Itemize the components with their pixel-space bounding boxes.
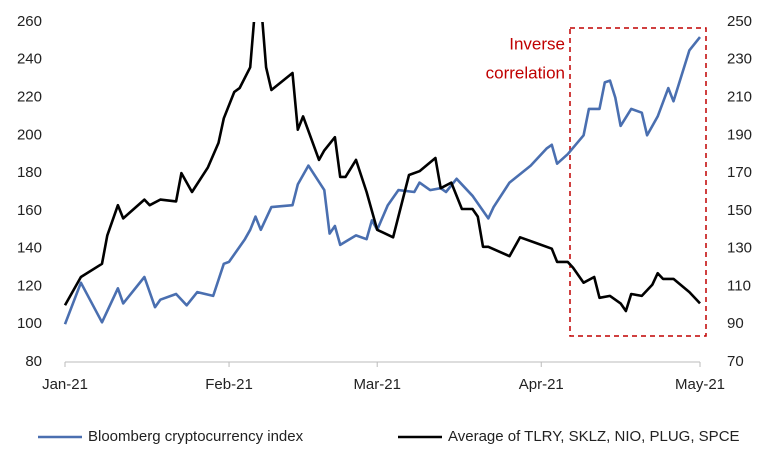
annotation: correlation — [486, 63, 565, 82]
series-line — [63, 22, 701, 313]
x-tick-label: Mar-21 — [353, 376, 401, 393]
y2-tick-label: 110 — [727, 277, 751, 294]
y-tick-label: 100 — [17, 315, 42, 332]
y2-tick-label: 170 — [727, 164, 752, 181]
y-tick-label: 260 — [17, 13, 42, 30]
y-tick-label: 80 — [25, 353, 42, 370]
legend-label: Average of TLRY, SKLZ, NIO, PLUG, SPCE — [448, 428, 740, 445]
y-tick-label: 240 — [17, 51, 42, 68]
y-tick-label: 200 — [17, 126, 42, 143]
y2-tick-label: 230 — [727, 51, 752, 68]
y-tick-label: 140 — [17, 240, 42, 257]
y2-tick-label: 90 — [727, 315, 744, 332]
series-line — [63, 36, 702, 325]
x-tick-label: Jan-21 — [42, 376, 88, 393]
plot-area — [63, 22, 702, 325]
x-tick-label: May-21 — [675, 376, 725, 393]
y-tick-label: 160 — [17, 202, 42, 219]
y2-tick-label: 250 — [727, 13, 752, 30]
y2-tick-label: 210 — [727, 89, 752, 106]
x-tick-label: Feb-21 — [205, 376, 253, 393]
y2-tick-label: 190 — [727, 126, 752, 143]
y-tick-label: 180 — [17, 164, 42, 181]
annotation: Inverse — [509, 34, 565, 53]
x-tick-label: Apr-21 — [519, 376, 564, 393]
highlight-box — [569, 27, 707, 337]
y2-tick-label: 70 — [727, 353, 744, 370]
y-tick-label: 220 — [17, 89, 42, 106]
y2-tick-label: 130 — [727, 240, 752, 257]
y-tick-label: 120 — [17, 277, 42, 294]
y2-tick-label: 150 — [727, 202, 752, 219]
legend-label: Bloomberg cryptocurrency index — [88, 428, 304, 445]
